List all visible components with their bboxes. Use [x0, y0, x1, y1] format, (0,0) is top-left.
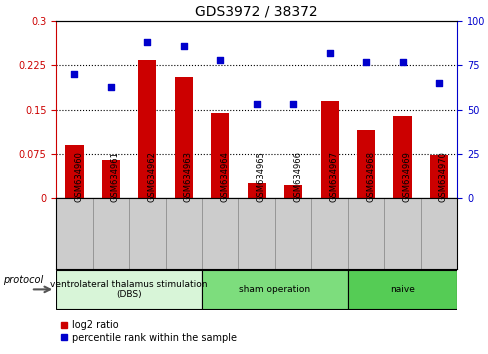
Point	[252, 102, 260, 107]
Bar	[393, 116, 411, 198]
Point	[143, 40, 151, 45]
Text: GSM634965: GSM634965	[256, 151, 265, 202]
Bar	[356, 130, 374, 198]
Text: GSM634966: GSM634966	[293, 151, 302, 202]
Text: GSM634962: GSM634962	[147, 151, 156, 202]
FancyBboxPatch shape	[202, 270, 347, 309]
Point	[434, 80, 442, 86]
Bar	[284, 185, 302, 198]
FancyBboxPatch shape	[56, 270, 202, 309]
Bar	[320, 101, 338, 198]
Bar	[211, 113, 229, 198]
Text: GSM634967: GSM634967	[329, 151, 338, 202]
Text: GSM634961: GSM634961	[111, 151, 120, 202]
Bar	[65, 145, 83, 198]
Title: GDS3972 / 38372: GDS3972 / 38372	[195, 5, 317, 19]
Text: ventrolateral thalamus stimulation
(DBS): ventrolateral thalamus stimulation (DBS)	[50, 280, 207, 299]
Point	[216, 57, 224, 63]
Legend: log2 ratio, percentile rank within the sample: log2 ratio, percentile rank within the s…	[61, 320, 236, 343]
FancyBboxPatch shape	[347, 270, 456, 309]
Text: naive: naive	[389, 285, 414, 294]
Bar	[174, 77, 193, 198]
Point	[398, 59, 406, 65]
Text: GSM634968: GSM634968	[366, 151, 374, 202]
Point	[70, 72, 78, 77]
Bar	[138, 59, 156, 198]
Text: GSM634963: GSM634963	[183, 151, 192, 202]
Text: protocol: protocol	[3, 275, 43, 285]
Text: GSM634964: GSM634964	[220, 151, 229, 202]
Bar	[429, 155, 447, 198]
Bar	[102, 160, 120, 198]
Text: sham operation: sham operation	[239, 285, 310, 294]
Point	[289, 102, 297, 107]
Point	[325, 50, 333, 56]
Text: GSM634960: GSM634960	[74, 151, 83, 202]
Bar	[247, 183, 265, 198]
Point	[107, 84, 115, 90]
Text: GSM634970: GSM634970	[438, 151, 447, 202]
Point	[180, 43, 187, 49]
Text: GSM634969: GSM634969	[402, 151, 411, 202]
Point	[362, 59, 369, 65]
